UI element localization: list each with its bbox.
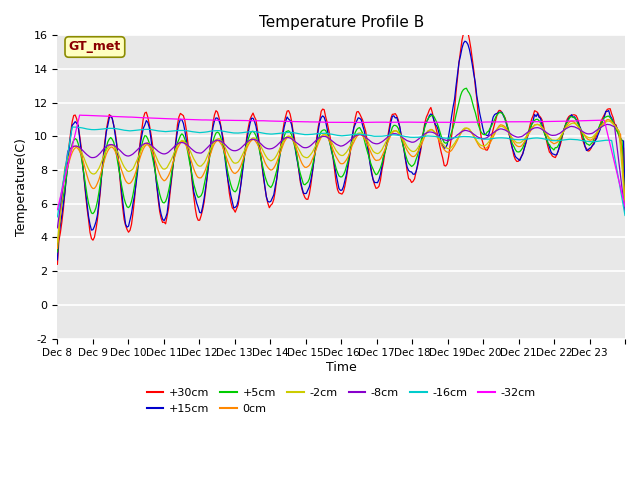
Legend: +30cm, +15cm, +5cm, 0cm, -2cm, -8cm, -16cm, -32cm: +30cm, +15cm, +5cm, 0cm, -2cm, -8cm, -16… <box>142 384 540 418</box>
Text: GT_met: GT_met <box>68 40 121 53</box>
X-axis label: Time: Time <box>326 361 356 374</box>
Title: Temperature Profile B: Temperature Profile B <box>259 15 424 30</box>
Y-axis label: Temperature(C): Temperature(C) <box>15 138 28 236</box>
